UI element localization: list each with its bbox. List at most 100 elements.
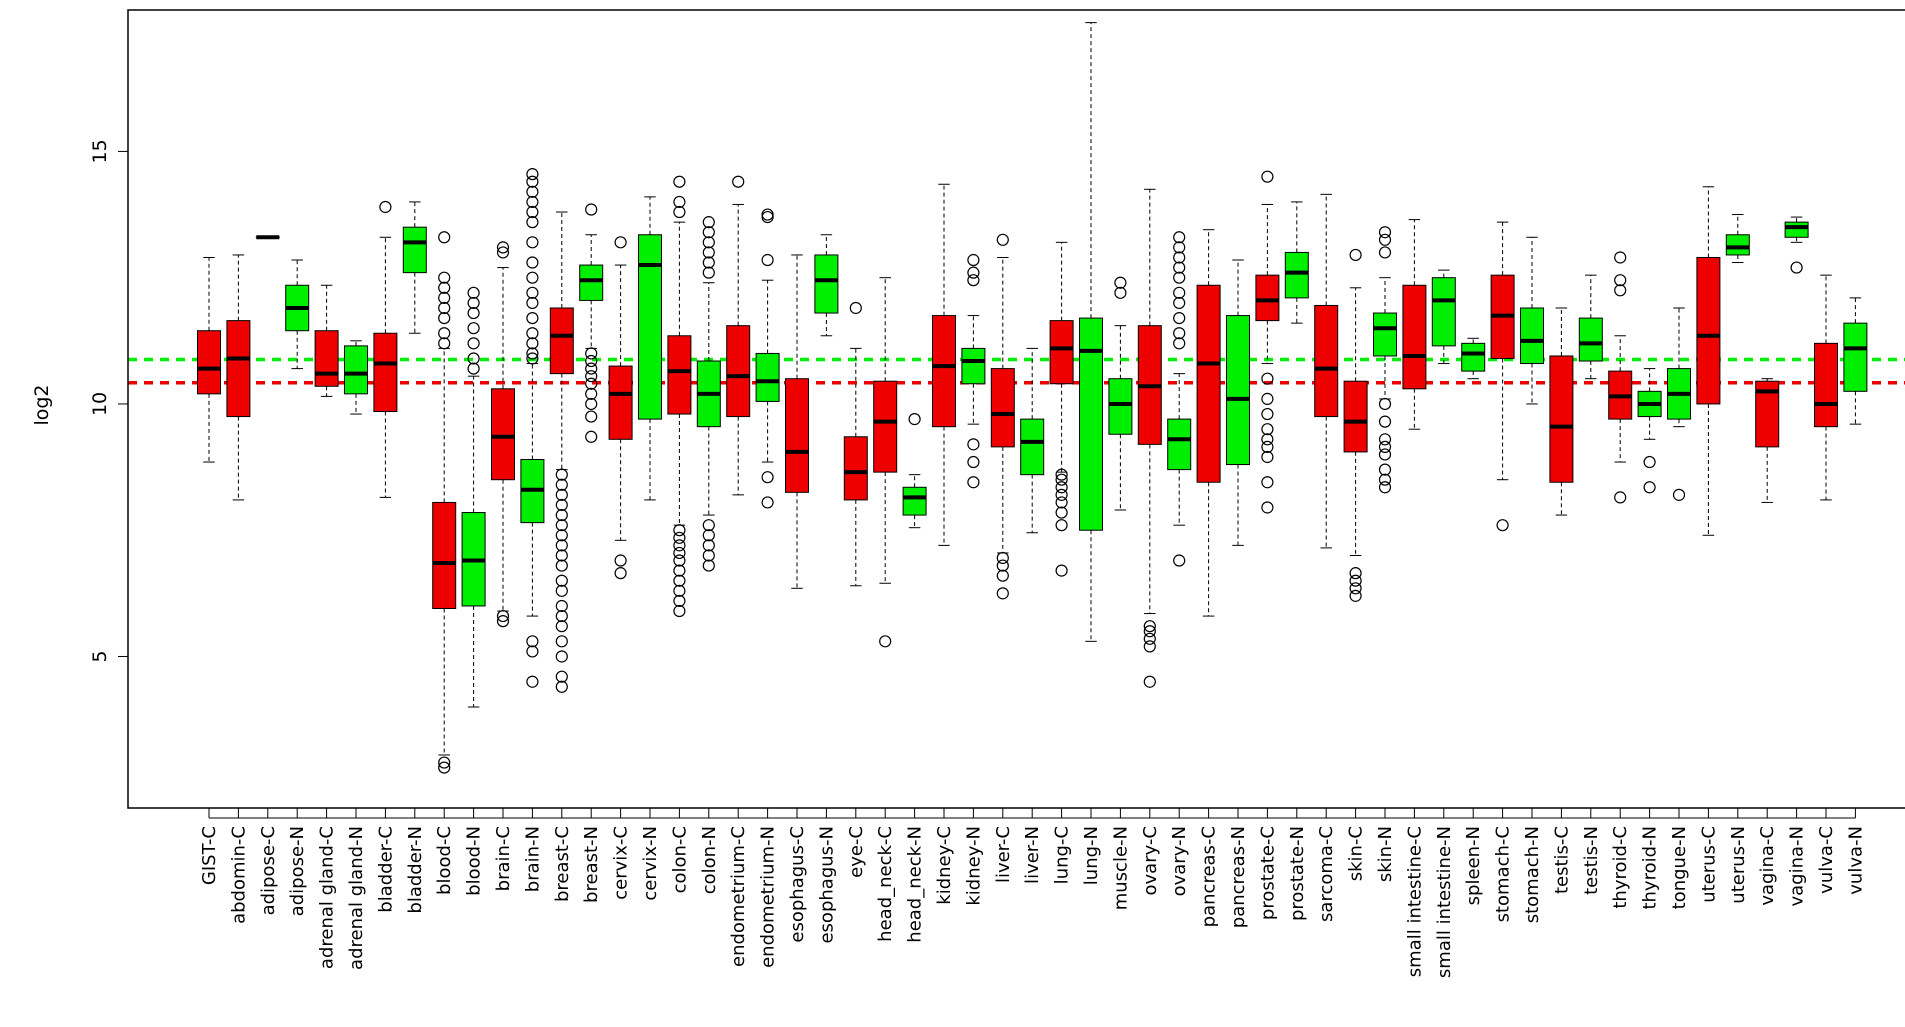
- outlier-point: [556, 621, 567, 632]
- outlier-point: [527, 313, 538, 324]
- outlier-point: [527, 207, 538, 218]
- outlier-point: [1174, 252, 1185, 263]
- outlier-point: [527, 217, 538, 228]
- outlier-point: [1380, 464, 1391, 475]
- box: [668, 336, 691, 414]
- x-tick-label: vulva-C: [1816, 826, 1837, 894]
- outlier-point: [968, 439, 979, 450]
- outlier-point: [674, 196, 685, 207]
- outlier-point: [1174, 297, 1185, 308]
- x-tick-label: muscle-N: [1110, 826, 1131, 910]
- outlier-point: [556, 611, 567, 622]
- outlier-point: [1056, 565, 1067, 576]
- box: [1726, 235, 1749, 255]
- outlier-point: [556, 530, 567, 541]
- outlier-point: [762, 212, 773, 223]
- box: [198, 331, 221, 394]
- outlier-point: [703, 217, 714, 228]
- outlier-point: [527, 257, 538, 268]
- outlier-point: [439, 302, 450, 313]
- x-tick-label: uterus-N: [1728, 826, 1749, 904]
- x-tick-label: adrenal gland-N: [346, 826, 367, 970]
- box: [991, 369, 1014, 447]
- outlier-point: [968, 477, 979, 488]
- box: [933, 316, 956, 427]
- box: [1168, 419, 1191, 470]
- outlier-point: [468, 308, 479, 319]
- outlier-point: [1350, 249, 1361, 260]
- x-tick-label: breast-N: [581, 826, 602, 903]
- outlier-point: [733, 176, 744, 187]
- outlier-point: [762, 209, 773, 220]
- outlier-point: [1644, 457, 1655, 468]
- outlier-point: [1380, 227, 1391, 238]
- outlier-point: [674, 575, 685, 586]
- x-tick-label: endometrium-N: [758, 826, 779, 968]
- x-tick-label: stomach-N: [1522, 826, 1543, 923]
- outlier-point: [997, 588, 1008, 599]
- x-tick-label: testis-C: [1551, 826, 1572, 894]
- outlier-point: [380, 201, 391, 212]
- outlier-point: [556, 469, 567, 480]
- x-tick-label: lung-C: [1052, 826, 1073, 884]
- box: [1462, 343, 1485, 371]
- outlier-point: [615, 237, 626, 248]
- x-tick-label: liver-C: [993, 826, 1014, 883]
- box: [1697, 257, 1720, 403]
- outlier-point: [439, 232, 450, 243]
- x-tick-label: kidney-C: [934, 826, 955, 905]
- outlier-point: [703, 540, 714, 551]
- outlier-point: [1174, 338, 1185, 349]
- x-tick-label: bladder-C: [375, 826, 396, 913]
- x-tick-label: adrenal gland-C: [317, 826, 338, 969]
- box: [345, 346, 368, 394]
- x-tick-label: uterus-C: [1698, 826, 1719, 903]
- outlier-point: [703, 247, 714, 258]
- outlier-point: [556, 651, 567, 662]
- outlier-point: [615, 568, 626, 579]
- x-tick-label: adipose-C: [258, 826, 279, 915]
- box: [1197, 285, 1220, 482]
- outlier-point: [968, 267, 979, 278]
- x-tick-label: GIST-C: [199, 826, 220, 885]
- outlier-point: [527, 237, 538, 248]
- box: [227, 321, 250, 417]
- x-tick-label: stomach-C: [1493, 826, 1514, 922]
- x-tick-label: adipose-N: [287, 826, 308, 916]
- x-tick-label: blood-C: [434, 826, 455, 895]
- outlier-point: [586, 348, 597, 359]
- outlier-point: [1262, 451, 1273, 462]
- x-tick-label: colon-C: [669, 826, 690, 893]
- box: [1550, 356, 1573, 482]
- box: [403, 227, 426, 272]
- outlier-point: [527, 186, 538, 197]
- box: [756, 353, 779, 401]
- x-tick-label: vulva-N: [1845, 826, 1866, 895]
- box: [580, 265, 603, 300]
- outlier-point: [1644, 482, 1655, 493]
- outlier-point: [556, 550, 567, 561]
- box: [639, 235, 662, 419]
- outlier-point: [468, 363, 479, 374]
- box: [786, 379, 809, 493]
- x-tick-label: skin-C: [1346, 826, 1367, 881]
- box: [1374, 313, 1397, 356]
- x-tick-label: head_neck-C: [875, 826, 896, 942]
- outlier-point: [556, 540, 567, 551]
- outlier-point: [556, 520, 567, 531]
- outlier-point: [556, 479, 567, 490]
- box: [903, 487, 926, 515]
- x-tick-label: skin-N: [1375, 826, 1396, 882]
- outlier-point: [1056, 507, 1067, 518]
- outlier-point: [615, 555, 626, 566]
- outlier-point: [674, 207, 685, 218]
- x-tick-label: head_neck-N: [905, 826, 926, 943]
- outlier-point: [556, 600, 567, 611]
- outlier-point: [1115, 287, 1126, 298]
- outlier-point: [527, 328, 538, 339]
- x-tick-label: brain-C: [493, 826, 514, 891]
- outlier-point: [880, 636, 891, 647]
- outlier-point: [674, 525, 685, 536]
